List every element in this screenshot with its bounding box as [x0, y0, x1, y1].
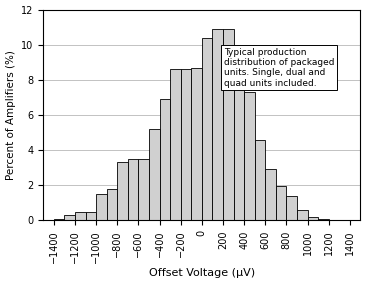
Bar	[54, 219, 64, 220]
Bar	[276, 186, 287, 220]
Bar	[202, 38, 212, 220]
X-axis label: Offset Voltage (μV): Offset Voltage (μV)	[149, 268, 255, 278]
Text: Typical production
distribution of packaged
units. Single, dual and
quad units i: Typical production distribution of packa…	[224, 47, 335, 88]
Bar	[128, 159, 138, 220]
Bar	[86, 212, 96, 220]
Bar	[318, 219, 329, 220]
Bar	[64, 215, 75, 220]
Y-axis label: Percent of Amplifiers (%): Percent of Amplifiers (%)	[5, 50, 16, 180]
Bar	[297, 210, 307, 220]
Bar	[255, 140, 265, 220]
Bar	[96, 194, 107, 220]
Bar	[138, 159, 149, 220]
Bar	[307, 217, 318, 220]
Bar	[149, 129, 160, 220]
Bar	[107, 189, 117, 220]
Bar	[191, 68, 202, 220]
Bar	[75, 212, 86, 220]
Bar	[287, 196, 297, 220]
Bar	[265, 170, 276, 220]
Bar	[244, 92, 255, 220]
Bar	[170, 69, 181, 220]
Bar	[212, 29, 223, 220]
Bar	[234, 85, 244, 220]
Bar	[181, 69, 191, 220]
Bar	[223, 29, 234, 220]
Bar	[117, 162, 128, 220]
Bar	[160, 99, 170, 220]
